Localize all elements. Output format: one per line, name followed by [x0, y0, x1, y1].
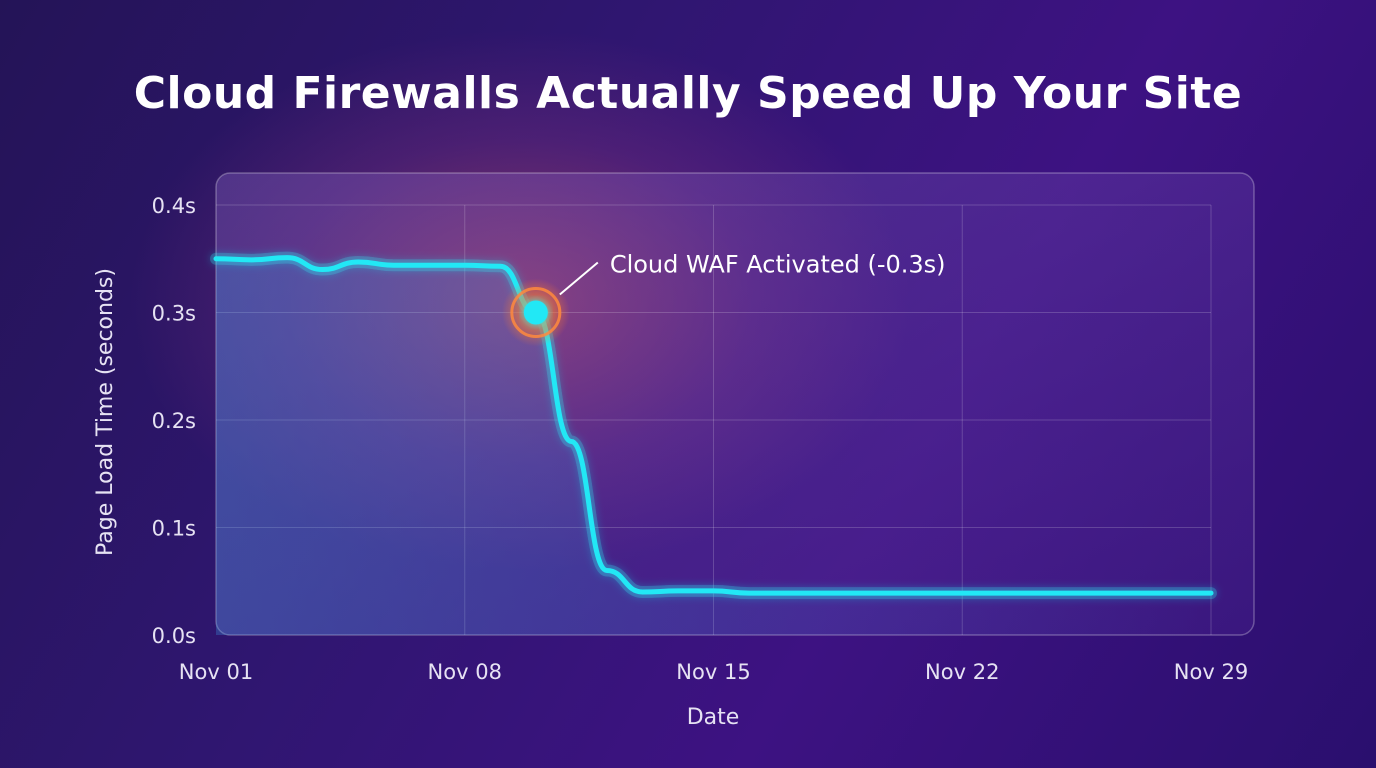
y-tick-label: 0.2s — [152, 409, 196, 433]
annotation-ring — [510, 287, 562, 338]
annotation-point — [523, 300, 548, 325]
x-tick-label: Nov 22 — [925, 660, 999, 684]
x-axis-ticks: Nov 01 Nov 08 Nov 15 Nov 22 Nov 29 — [179, 660, 1248, 684]
annotation-label: Cloud WAF Activated (-0.3s) — [610, 251, 946, 279]
y-tick-label: 0.0s — [152, 624, 196, 648]
series-line — [213, 255, 1214, 596]
y-tick-label: 0.1s — [152, 517, 196, 541]
x-axis-label: Date — [687, 705, 740, 730]
x-tick-label: Nov 15 — [676, 660, 750, 684]
area-fill — [216, 257, 1211, 635]
x-tick-label: Nov 01 — [179, 660, 253, 684]
y-tick-label: 0.3s — [152, 302, 196, 326]
y-axis-label: Page Load Time (seconds) — [93, 268, 118, 556]
annotation-leader — [559, 261, 599, 296]
y-axis-ticks: 0.0s 0.1s 0.2s 0.3s 0.4s — [152, 194, 196, 648]
series-line-group — [210, 251, 1217, 600]
x-tick-label: Nov 29 — [1174, 660, 1248, 684]
chart-title: Cloud Firewalls Actually Speed Up Your S… — [133, 68, 1243, 119]
annotation-group: Cloud WAF Activated (-0.3s) — [501, 251, 946, 347]
series-area — [216, 257, 1211, 635]
x-tick-label: Nov 08 — [428, 660, 502, 684]
y-tick-label: 0.4s — [152, 194, 196, 218]
